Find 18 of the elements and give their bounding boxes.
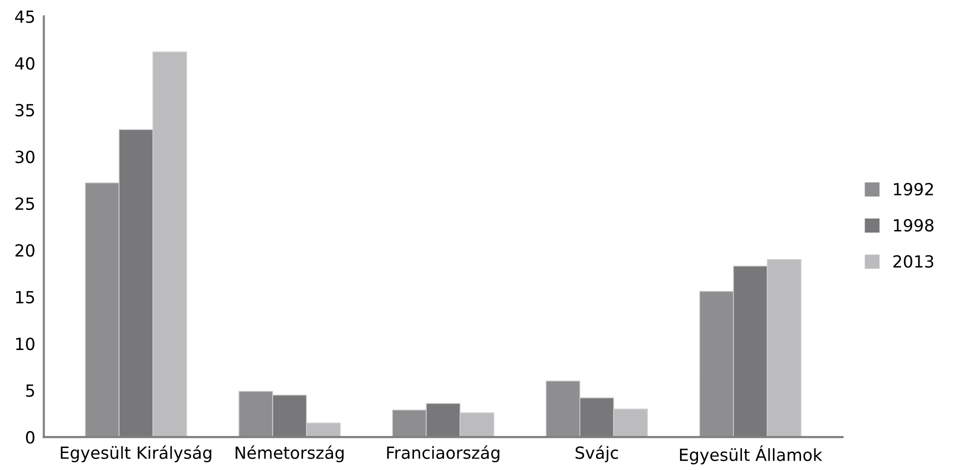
y-tick-label: 5 (26, 384, 34, 397)
y-tick-label: 0 (26, 431, 34, 444)
y-tick-label: 15 (16, 291, 34, 304)
y-tick-label: 45 (15, 10, 34, 24)
legend-label: 1992 (894, 182, 933, 196)
x-tick-label: Egyesült Államok (680, 445, 822, 464)
y-tick-label: 40 (15, 57, 34, 70)
y-tick-label: 35 (16, 104, 34, 116)
y-tick-label: 25 (16, 197, 34, 210)
legend-label: 1998 (894, 219, 934, 232)
x-tick-label: Svájc (576, 445, 618, 462)
y-tick-label: 20 (16, 244, 34, 257)
y-tick-label: 30 (16, 150, 34, 164)
y-tick-label: 10 (16, 338, 34, 350)
legend-label: 2013 (893, 255, 934, 268)
x-tick-label: Franciaország (387, 445, 500, 462)
x-tick-label: Németország (236, 445, 344, 462)
x-tick-label: Egyesült Királyság (60, 445, 212, 462)
